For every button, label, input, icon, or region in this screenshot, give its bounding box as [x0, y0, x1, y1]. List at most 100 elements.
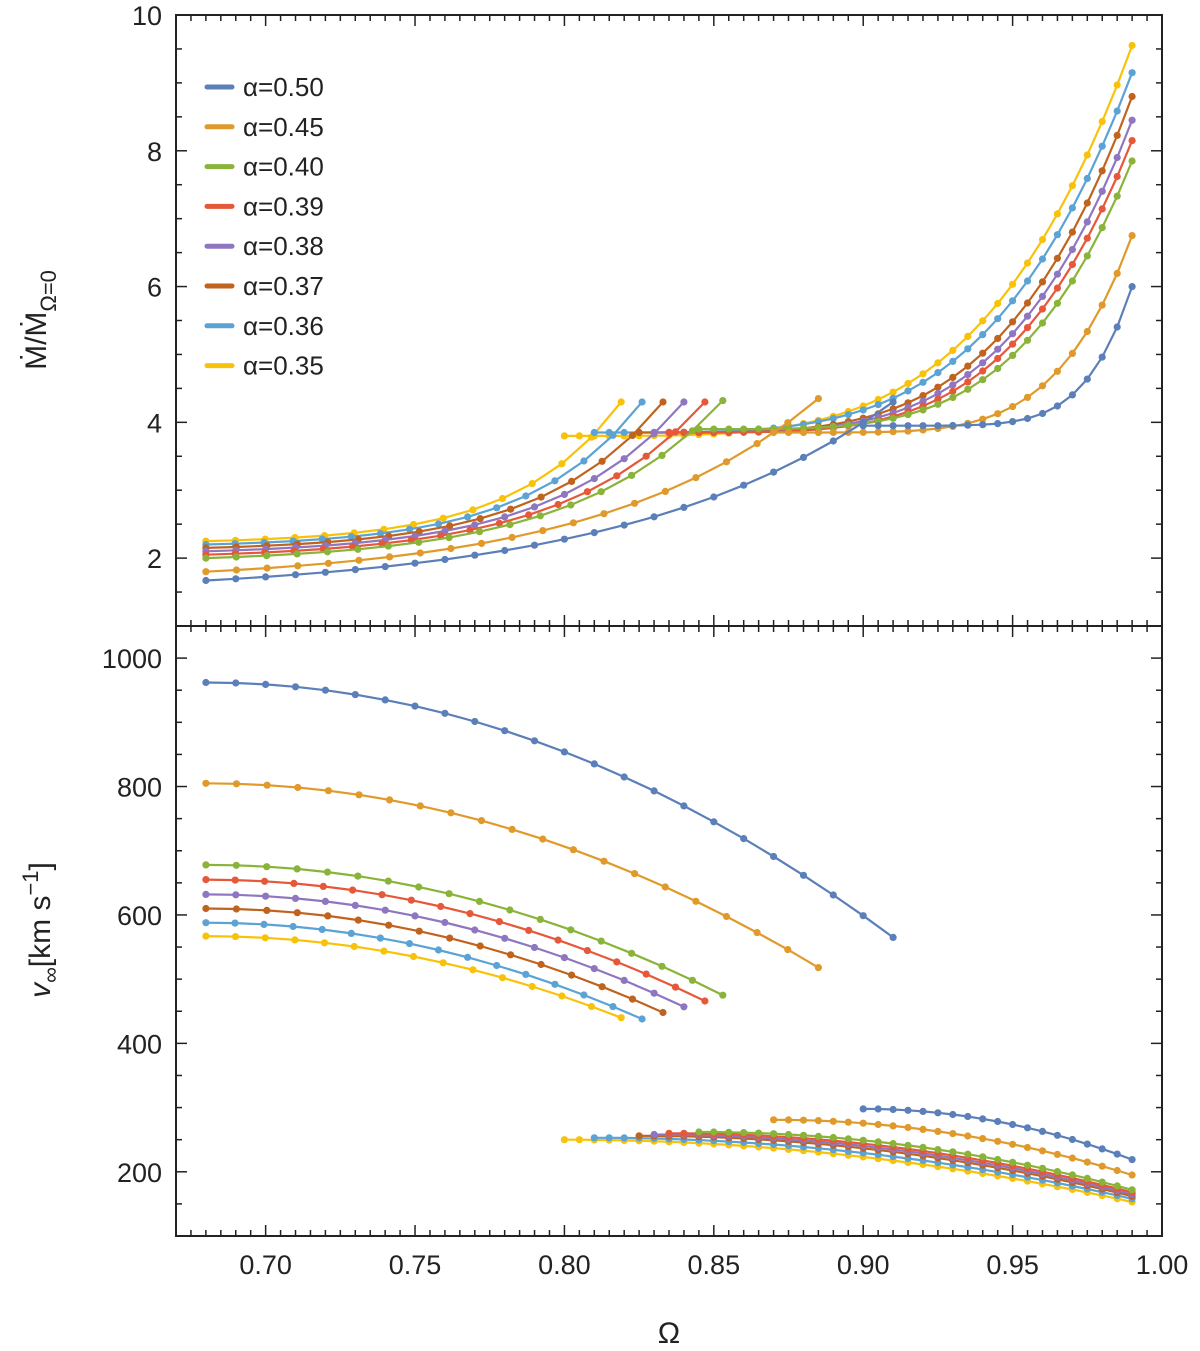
- data-point: [1038, 1164, 1047, 1172]
- data-point: [493, 504, 501, 512]
- data-point: [232, 566, 241, 574]
- data-point: [590, 760, 598, 768]
- legend-label: α=0.45: [243, 112, 324, 142]
- data-point: [994, 315, 1002, 323]
- data-point: [525, 926, 533, 935]
- data-point: [1038, 319, 1047, 327]
- data-point: [291, 571, 300, 579]
- data-point: [351, 691, 359, 699]
- data-point: [508, 533, 516, 542]
- data-point: [1068, 349, 1076, 357]
- data-point: [522, 492, 530, 500]
- data-point: [539, 527, 547, 535]
- data-point: [437, 902, 445, 911]
- data-point: [979, 349, 987, 357]
- data-point: [1128, 92, 1136, 101]
- data-point: [671, 983, 680, 991]
- data-point: [964, 362, 972, 370]
- data-point: [464, 513, 472, 521]
- data-point: [202, 919, 210, 927]
- data-point: [784, 428, 793, 437]
- data-point: [1053, 284, 1061, 292]
- data-point: [471, 551, 479, 559]
- data-point: [380, 947, 388, 955]
- data-point: [354, 872, 362, 880]
- data-point: [554, 500, 562, 509]
- data-point: [507, 951, 515, 959]
- data-point: [695, 425, 703, 433]
- data-point: [498, 974, 507, 982]
- data-point: [1023, 259, 1032, 267]
- data-point: [1068, 245, 1076, 254]
- data-point: [829, 428, 837, 437]
- data-point: [844, 411, 852, 419]
- data-point: [889, 422, 897, 430]
- bottom-y-axis-title: v∞[km s−1]: [18, 862, 63, 998]
- data-point: [560, 490, 569, 498]
- data-point: [567, 926, 575, 934]
- data-point: [441, 555, 449, 564]
- data-point: [650, 989, 658, 997]
- data-point: [354, 916, 362, 924]
- legend-label: α=0.50: [243, 72, 324, 102]
- data-point: [1128, 283, 1136, 291]
- data-point: [471, 717, 479, 726]
- data-point: [530, 503, 539, 511]
- data-point: [979, 359, 987, 367]
- data-point: [799, 1131, 808, 1139]
- data-point: [231, 919, 239, 927]
- data-point: [844, 1118, 852, 1126]
- data-point: [859, 406, 867, 414]
- data-point: [1009, 1140, 1017, 1148]
- data-point: [445, 890, 453, 898]
- series-line-lower-branch: [698, 160, 1134, 431]
- data-point: [583, 488, 592, 496]
- data-point: [289, 922, 297, 931]
- data-point: [376, 529, 384, 538]
- data-point: [964, 421, 972, 429]
- series-line-lower-branch: [654, 119, 1134, 434]
- data-point: [590, 475, 598, 483]
- data-point: [949, 1148, 957, 1156]
- data-point: [1083, 174, 1091, 183]
- data-point: [814, 428, 823, 437]
- data-point: [386, 553, 394, 561]
- data-point: [1023, 277, 1032, 285]
- data-point: [560, 748, 569, 756]
- legend-label: α=0.40: [243, 152, 324, 182]
- data-point: [919, 1107, 927, 1115]
- top-y-axis-title-main: Ṁ/Ṁ: [20, 312, 53, 370]
- data-point: [919, 392, 927, 400]
- data-point: [874, 1138, 882, 1146]
- data-point: [1098, 224, 1106, 232]
- data-point: [753, 929, 761, 937]
- data-point: [710, 425, 718, 433]
- data-point: [434, 520, 443, 528]
- series-line-upper-branch: [205, 401, 643, 546]
- data-point: [501, 934, 509, 942]
- data-point: [799, 453, 808, 461]
- data-point: [537, 493, 545, 501]
- data-point: [964, 345, 972, 353]
- data-point: [889, 1105, 897, 1114]
- data-point: [710, 818, 718, 826]
- data-point: [1128, 69, 1136, 77]
- data-point: [476, 515, 484, 523]
- data-point: [232, 575, 240, 583]
- data-point: [859, 1119, 867, 1127]
- data-point: [232, 891, 240, 899]
- data-point: [324, 787, 332, 795]
- data-point: [1009, 403, 1017, 411]
- data-point: [979, 331, 987, 339]
- data-point: [979, 367, 987, 375]
- data-point: [631, 870, 639, 878]
- data-point: [620, 773, 628, 781]
- data-point: [635, 428, 643, 437]
- data-point: [889, 1140, 897, 1148]
- data-point: [376, 934, 384, 942]
- data-point: [755, 425, 763, 433]
- legend-item: α=0.35: [204, 351, 324, 381]
- bottom-y-axis-title-exp: −1: [18, 870, 43, 895]
- series-α=0.35: [202, 41, 1136, 545]
- data-point: [446, 934, 454, 942]
